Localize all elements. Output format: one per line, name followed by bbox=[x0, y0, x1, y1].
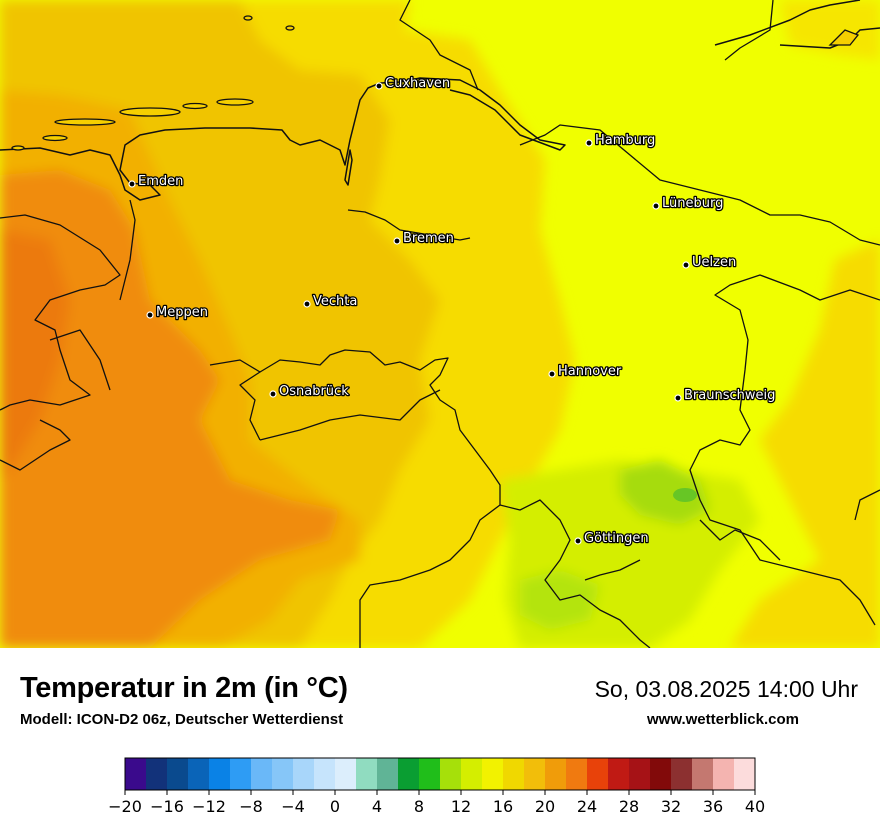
city-label: Emden bbox=[138, 174, 183, 189]
legend-tick-label: −8 bbox=[239, 797, 263, 816]
state-borders bbox=[0, 0, 880, 648]
legend-swatch bbox=[209, 758, 231, 790]
legend-tick-label: 8 bbox=[414, 797, 424, 816]
forecast-datetime: So, 03.08.2025 14:00 Uhr bbox=[594, 676, 858, 702]
city-label: Göttingen bbox=[584, 531, 649, 546]
legend-swatch bbox=[671, 758, 693, 790]
legend-swatch bbox=[146, 758, 168, 790]
legend-swatch bbox=[545, 758, 567, 790]
legend-tick-label: 24 bbox=[577, 797, 597, 816]
city-dot bbox=[393, 237, 401, 245]
legend-swatch bbox=[524, 758, 546, 790]
legend-frame bbox=[124, 757, 756, 791]
city-label: Hamburg bbox=[595, 133, 655, 148]
color-legend: −20 −16 −12 −8 −4 0 4 8 12 16 20 24 28 32 36 40 bbox=[108, 757, 765, 816]
legend-swatch bbox=[608, 758, 630, 790]
city-label: Meppen bbox=[156, 305, 208, 320]
map-title: Temperatur in 2m (in °C) bbox=[20, 672, 348, 704]
city-dot bbox=[674, 394, 682, 402]
legend-swatch bbox=[713, 758, 735, 790]
city-dot bbox=[128, 180, 136, 188]
city-dot bbox=[682, 261, 690, 269]
city-label: Uelzen bbox=[692, 255, 736, 270]
legend-tick-label: 4 bbox=[372, 797, 382, 816]
legend-swatch bbox=[734, 758, 756, 790]
legend-swatch bbox=[629, 758, 651, 790]
city-markers: Cuxhaven Hamburg Emden Lüneburg Bremen Uelzen… bbox=[128, 75, 777, 547]
temperature-map: Cuxhaven Hamburg Emden Lüneburg Bremen Uelzen… bbox=[0, 0, 880, 648]
legend-tick-label: 32 bbox=[661, 797, 681, 816]
legend-swatch bbox=[314, 758, 336, 790]
city-dot bbox=[303, 300, 311, 308]
city-dot bbox=[375, 82, 383, 90]
city-dot bbox=[548, 370, 556, 378]
legend-swatch bbox=[692, 758, 714, 790]
legend-swatch bbox=[251, 758, 273, 790]
city-label: Cuxhaven bbox=[385, 76, 450, 91]
legend-tick-label: 28 bbox=[619, 797, 639, 816]
legend-swatch bbox=[461, 758, 483, 790]
legend-swatch bbox=[566, 758, 588, 790]
legend-swatch bbox=[272, 758, 294, 790]
legend-swatch bbox=[587, 758, 609, 790]
legend-tick-label: 20 bbox=[535, 797, 555, 816]
legend-swatch bbox=[230, 758, 252, 790]
legend-tick-label: 40 bbox=[745, 797, 765, 816]
legend-swatch bbox=[398, 758, 420, 790]
city-dot bbox=[146, 311, 154, 319]
city-dot bbox=[585, 139, 593, 147]
legend-tick-label: 12 bbox=[451, 797, 471, 816]
legend-swatch bbox=[188, 758, 210, 790]
website-link[interactable]: www.wetterblick.com bbox=[647, 711, 799, 728]
city-dot bbox=[269, 390, 277, 398]
legend-swatch bbox=[356, 758, 378, 790]
coastline bbox=[0, 0, 880, 201]
legend-swatch bbox=[419, 758, 441, 790]
legend-tick-label: −12 bbox=[192, 797, 226, 816]
legend-swatch bbox=[335, 758, 357, 790]
city-label: Braunschweig bbox=[684, 388, 775, 403]
city-label: Osnabrück bbox=[279, 384, 349, 399]
legend-swatch bbox=[650, 758, 672, 790]
legend-swatch bbox=[482, 758, 504, 790]
legend-tick-label: −20 bbox=[108, 797, 142, 816]
legend-swatch bbox=[503, 758, 525, 790]
legend-swatch bbox=[125, 758, 147, 790]
city-label: Vechta bbox=[313, 294, 357, 309]
legend-colorbar bbox=[124, 757, 756, 791]
temperature-field bbox=[0, 0, 880, 648]
city-label: Bremen bbox=[403, 231, 454, 246]
legend-tick-label: 36 bbox=[703, 797, 723, 816]
legend-tick-label: 16 bbox=[493, 797, 513, 816]
city-dot bbox=[574, 537, 582, 545]
legend-swatch bbox=[293, 758, 315, 790]
legend-ticks: −20 −16 −12 −8 −4 0 4 8 12 16 20 24 28 32 36 40 bbox=[108, 790, 765, 816]
city-label: Hannover bbox=[558, 364, 622, 379]
city-label: Lüneburg bbox=[662, 196, 723, 211]
legend-swatch bbox=[377, 758, 399, 790]
legend-tick-label: 0 bbox=[330, 797, 340, 816]
legend-swatch bbox=[440, 758, 462, 790]
city-dot bbox=[652, 202, 660, 210]
legend-tick-label: −4 bbox=[281, 797, 305, 816]
legend-swatch bbox=[167, 758, 189, 790]
model-info: Modell: ICON-D2 06z, Deutscher Wetterdie… bbox=[20, 711, 344, 728]
legend-tick-label: −16 bbox=[150, 797, 184, 816]
